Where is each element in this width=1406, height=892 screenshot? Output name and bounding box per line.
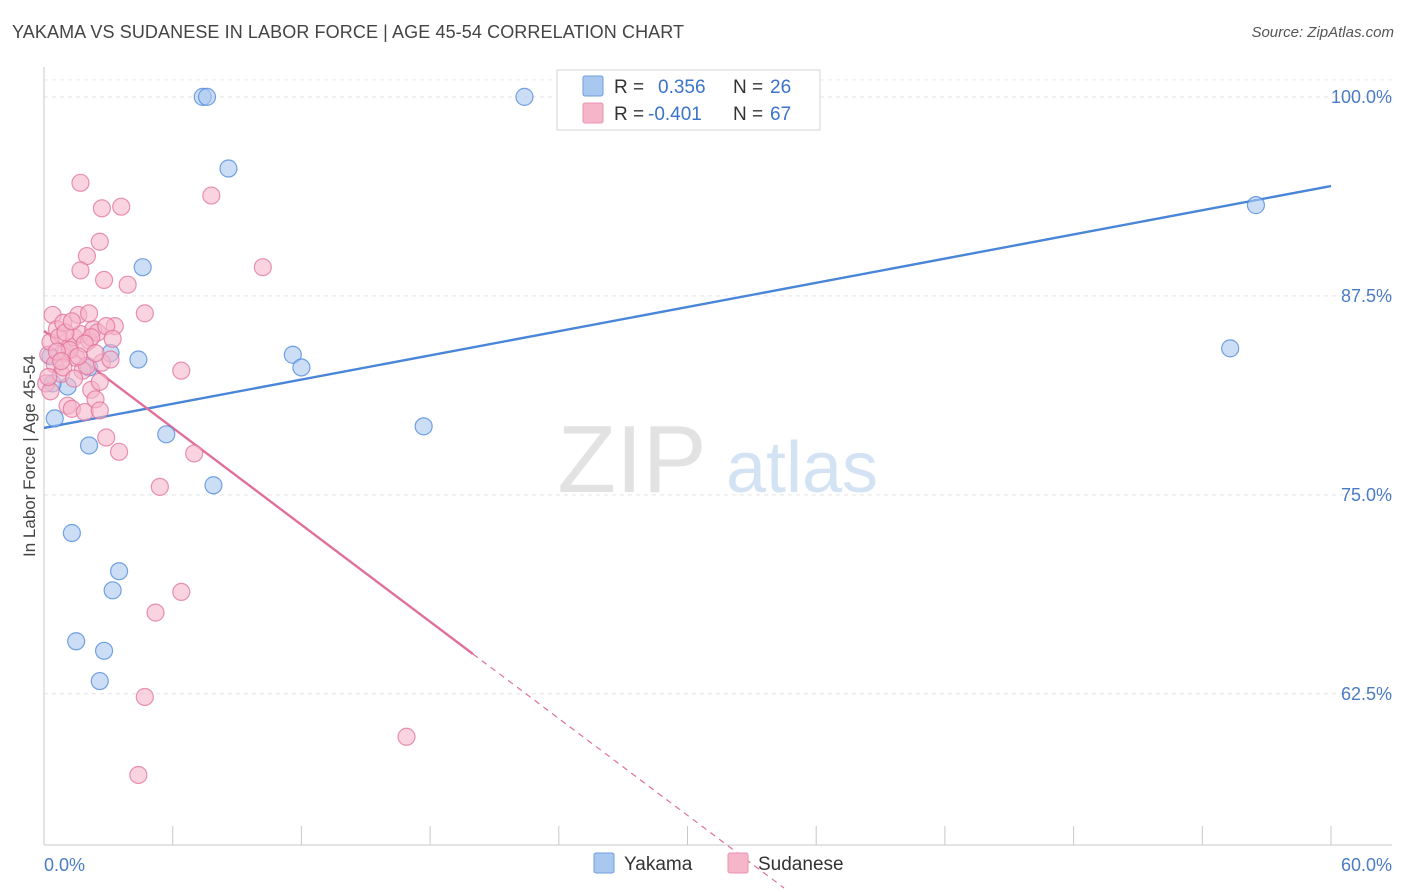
point-sudanese (71, 173, 90, 192)
y-tick-label: 100.0% (1331, 87, 1392, 107)
trendline-yakama (43, 184, 1332, 430)
point-yakama (219, 159, 238, 178)
point-sudanese (97, 428, 116, 447)
point-yakama (204, 476, 223, 495)
point-sudanese (103, 329, 122, 348)
point-yakama (157, 425, 176, 444)
point-sudanese (172, 361, 191, 380)
point-yakama (109, 562, 129, 581)
point-sudanese (397, 727, 416, 746)
trend-layer (43, 184, 1332, 889)
series-legend-label-sudanese: Sudanese (758, 854, 844, 875)
point-yakama (67, 632, 86, 651)
y-tick-label: 62.5% (1341, 684, 1392, 704)
series-legend-label-yakama: Yakama (624, 854, 693, 875)
grid-layer (44, 79, 1392, 695)
legend-r-label-yakama: R = (614, 77, 644, 98)
point-yakama (62, 523, 81, 543)
trendline-sudanese (43, 329, 474, 655)
point-sudanese (118, 275, 137, 294)
point-sudanese (71, 261, 90, 280)
series-legend-swatch-sudanese (727, 852, 749, 874)
series-legend-swatch-yakama (593, 852, 615, 874)
point-sudanese (64, 369, 84, 388)
chart-title: YAKAMA VS SUDANESE IN LABOR FORCE | AGE … (12, 22, 685, 42)
point-yakama (45, 409, 64, 428)
x-tick-label-min: 0.0% (44, 855, 85, 875)
legend-n-value-sudanese: 67 (770, 104, 791, 125)
point-yakama (133, 258, 152, 277)
point-sudanese (90, 232, 109, 251)
series-legend: Yakama Sudanese (593, 852, 844, 875)
point-sudanese (202, 186, 221, 205)
point-yakama (197, 87, 217, 106)
y-tick-label: 87.5% (1341, 286, 1392, 306)
legend-r-value-yakama: 0.356 (658, 77, 706, 98)
point-sudanese (92, 199, 112, 218)
x-tick-label-max: 60.0% (1341, 855, 1392, 875)
point-sudanese (86, 344, 105, 363)
point-yakama (90, 671, 109, 691)
point-sudanese (129, 765, 148, 785)
point-sudanese (39, 367, 58, 387)
legend-r-label-sudanese: R = (614, 104, 644, 125)
point-yakama (292, 358, 311, 377)
point-sudanese (112, 197, 131, 216)
point-sudanese (253, 258, 272, 277)
legend-n-label-yakama: N = (733, 77, 763, 98)
point-layer (37, 87, 1266, 785)
point-sudanese (172, 582, 191, 602)
point-yakama (94, 641, 114, 660)
point-sudanese (109, 442, 129, 461)
point-yakama (129, 350, 148, 369)
correlation-legend: R = 0.356 N = 26 R = -0.401 N = 67 (556, 69, 821, 131)
point-sudanese (90, 401, 109, 420)
point-sudanese (185, 444, 204, 463)
point-yakama (283, 345, 302, 364)
point-sudanese (101, 350, 120, 369)
point-yakama (515, 87, 534, 106)
point-sudanese (135, 687, 154, 707)
source-label: Source: ZipAtlas.com (1251, 24, 1394, 41)
watermark-atlas: atlas (726, 428, 878, 508)
point-sudanese (90, 372, 109, 391)
point-sudanese (150, 477, 169, 496)
point-sudanese (79, 304, 99, 323)
watermark-zip: ZIP (557, 406, 706, 513)
legend-n-value-yakama: 26 (770, 77, 791, 98)
legend-r-value-sudanese: -0.401 (648, 104, 702, 125)
point-yakama (103, 581, 122, 600)
point-yakama (1221, 339, 1240, 358)
legend-swatch-yakama (582, 75, 604, 97)
trendline-sudanese (472, 653, 785, 889)
y-tick-label: 75.0% (1341, 485, 1392, 505)
point-sudanese (52, 352, 71, 371)
y-axis-title: In Labor Force | Age 45-54 (20, 355, 39, 557)
point-yakama (79, 436, 99, 455)
point-yakama (414, 417, 433, 436)
point-sudanese (62, 312, 81, 331)
point-sudanese (146, 603, 165, 622)
point-sudanese (135, 304, 154, 323)
point-sudanese (94, 270, 114, 290)
legend-n-label-sudanese: N = (733, 104, 763, 125)
legend-swatch-sudanese (582, 102, 604, 124)
point-yakama (1246, 196, 1266, 215)
axis-layer: 62.5% 75.0% 87.5% 100.0% (43, 67, 1392, 846)
point-sudanese (69, 347, 88, 366)
